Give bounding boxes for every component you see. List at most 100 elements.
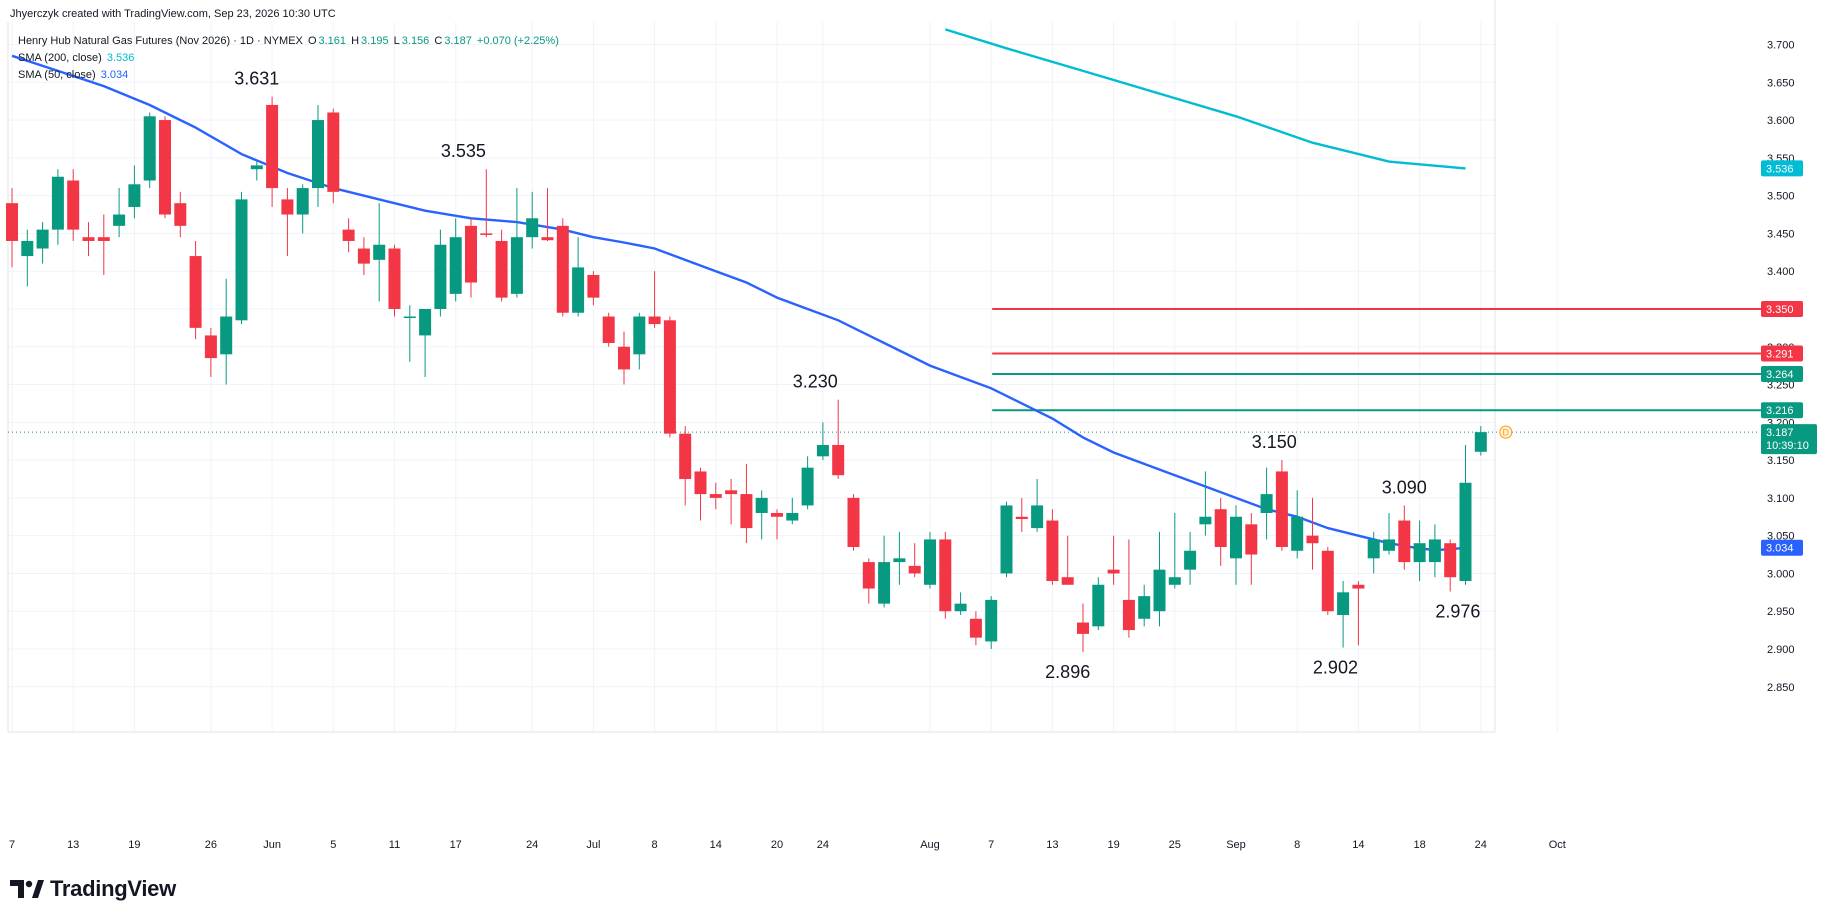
time-tick-label: Jun xyxy=(263,839,281,851)
time-tick-label: 20 xyxy=(771,839,783,851)
tradingview-logo-icon xyxy=(10,880,44,898)
level-badge-label: 3.264 xyxy=(1766,369,1794,381)
candle-down xyxy=(771,512,783,517)
candle-up xyxy=(954,603,967,612)
time-tick-label: 8 xyxy=(1294,839,1300,851)
last-price-label: 3.187 xyxy=(1766,427,1794,439)
time-tick-label: 18 xyxy=(1413,839,1425,851)
price-tick-label: 2.950 xyxy=(1767,606,1795,618)
candle-up xyxy=(21,240,34,257)
price-tick-label: 3.250 xyxy=(1767,380,1795,392)
ohlc-legend: Henry Hub Natural Gas Futures (Nov 2026)… xyxy=(18,35,561,47)
level-badge xyxy=(1761,300,1803,317)
sma200-path xyxy=(944,28,1466,170)
tradingview-logo[interactable]: TradingView xyxy=(10,876,176,902)
time-tick-label: 24 xyxy=(817,839,829,851)
candle-up xyxy=(526,218,539,238)
candle-up xyxy=(373,244,386,260)
sma50-label: SMA (50, close) xyxy=(18,69,96,81)
candle-down xyxy=(159,120,171,215)
candle-up xyxy=(36,229,49,249)
candle-down xyxy=(1107,569,1120,574)
sma50-legend[interactable]: SMA (50, close) 3.034 xyxy=(18,69,130,81)
candle-down xyxy=(847,497,860,547)
time-tick-label: 19 xyxy=(1107,839,1119,851)
candle-up xyxy=(1199,516,1212,525)
price-tick-label: 3.050 xyxy=(1767,531,1795,543)
level-badge-label: 3.216 xyxy=(1766,405,1794,417)
candle-up xyxy=(1383,539,1395,551)
candle-up xyxy=(1260,494,1273,513)
candle-up xyxy=(1168,577,1181,585)
candle-up xyxy=(985,599,998,642)
candle-down xyxy=(174,203,187,226)
sma50-path xyxy=(11,54,1466,552)
price-annotation: 2.902 xyxy=(1313,657,1358,677)
sma-badge xyxy=(1761,160,1803,177)
candle-down xyxy=(694,471,707,495)
candle-up xyxy=(51,176,64,230)
candle-down xyxy=(556,225,569,313)
price-annotation: 3.535 xyxy=(441,141,486,161)
price-tick-label: 3.100 xyxy=(1767,493,1795,505)
horizontal-levels xyxy=(8,307,1777,433)
candle-down xyxy=(357,248,370,264)
time-tick-label: 25 xyxy=(1169,839,1181,851)
dividend-marker-icon xyxy=(1499,425,1513,439)
sma200-legend[interactable]: SMA (200, close) 3.536 xyxy=(18,52,136,64)
candle-down xyxy=(541,237,554,241)
high-value: 3.195 xyxy=(361,35,389,47)
time-tick-label: 8 xyxy=(652,839,658,851)
tradingview-logo-text: TradingView xyxy=(50,876,176,901)
candle-up xyxy=(786,512,799,521)
candle-up xyxy=(1474,432,1487,452)
time-tick-label: 14 xyxy=(1352,839,1364,851)
time-tick-label: 13 xyxy=(67,839,79,851)
candle-up xyxy=(403,316,416,319)
price-tick-label: 3.400 xyxy=(1767,266,1795,278)
time-tick-label: 7 xyxy=(988,839,994,851)
candle-up xyxy=(893,558,906,563)
time-tick-label: 5 xyxy=(330,839,336,851)
price-tick-label: 3.600 xyxy=(1767,115,1795,127)
candle-down xyxy=(1214,509,1227,547)
candle-up xyxy=(1459,482,1472,581)
price-annotations: 3.631 3.535 3.230 3.150 3.090 2.896 2.902 2.976… xyxy=(234,69,1513,682)
price-annotation: 3.150 xyxy=(1252,432,1297,452)
price-annotation: 3.631 xyxy=(234,69,279,89)
price-annotation: 3.090 xyxy=(1382,477,1427,497)
candle-up xyxy=(220,316,233,355)
candle-down xyxy=(618,346,630,370)
candle-down xyxy=(82,237,95,241)
candle-up xyxy=(878,562,891,604)
close-label: C xyxy=(434,35,443,47)
last-price-badge xyxy=(1761,424,1817,455)
candle-up xyxy=(1413,543,1426,563)
close-value: 3.187 xyxy=(444,35,472,47)
candle-down xyxy=(908,565,921,574)
candle-down xyxy=(97,237,110,241)
price-tick-label: 2.850 xyxy=(1767,682,1795,694)
chart-grid xyxy=(7,0,1558,733)
candle-down xyxy=(587,274,600,298)
price-tick-label: 2.900 xyxy=(1767,644,1795,656)
candle-up xyxy=(572,267,585,313)
candle-up xyxy=(816,444,829,457)
price-tick-label: 3.650 xyxy=(1767,77,1795,89)
candle-down xyxy=(388,248,401,309)
time-tick-label: 24 xyxy=(526,839,538,851)
candle-down xyxy=(281,199,294,215)
level-badge xyxy=(1761,365,1803,382)
time-tick-label: 13 xyxy=(1046,839,1058,851)
candle-up xyxy=(1031,505,1044,529)
time-tick-label: 19 xyxy=(128,839,140,851)
candle-down xyxy=(969,618,982,638)
candle-down xyxy=(1245,524,1258,555)
low-label: L xyxy=(393,35,400,47)
candle-up xyxy=(128,184,141,207)
candle-up xyxy=(1428,539,1441,563)
time-tick-label: 7 xyxy=(9,839,15,851)
candle-up xyxy=(419,308,432,336)
candle-down xyxy=(67,180,80,230)
